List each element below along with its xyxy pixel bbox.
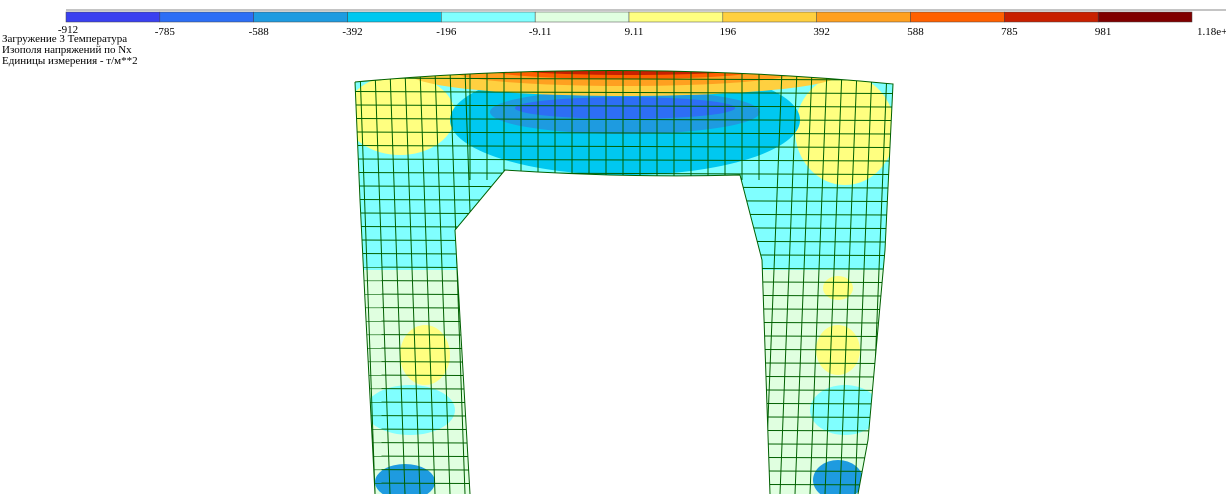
legend-label: 981 — [1095, 26, 1112, 38]
field-zone — [365, 385, 455, 435]
legend-label: -588 — [249, 26, 270, 38]
legend-swatch — [723, 12, 817, 22]
legend-swatch — [160, 12, 254, 22]
legend-label: -392 — [342, 26, 362, 38]
legend-label: 785 — [1001, 26, 1018, 38]
legend-label: 588 — [907, 26, 924, 38]
legend-label: 196 — [720, 26, 737, 38]
screen: -912-785-588-392-196-9.119.1119639258878… — [0, 0, 1226, 494]
legend-label: -9.11 — [529, 26, 552, 38]
field-zone — [560, 63, 700, 71]
legend-swatch — [911, 12, 1005, 22]
legend-swatch — [1098, 12, 1192, 22]
field-zone — [490, 61, 760, 79]
legend-swatch — [817, 12, 911, 22]
legend-label: 392 — [813, 26, 830, 38]
legend-label: 9.11 — [625, 26, 644, 38]
legend-swatch — [629, 12, 723, 22]
field-zone — [400, 325, 450, 385]
legend-swatch — [1004, 12, 1098, 22]
legend-swatch — [66, 12, 160, 22]
legend-swatch — [348, 12, 442, 22]
legend-label: 1.18e+003 — [1197, 26, 1226, 38]
field-zone — [515, 63, 745, 75]
legend-swatch — [254, 12, 348, 22]
legend-swatch — [441, 12, 535, 22]
legend-label: -785 — [155, 26, 176, 38]
legend-label: -196 — [436, 26, 457, 38]
stress-field — [340, 50, 910, 494]
legend-swatch — [535, 12, 629, 22]
field-zone — [515, 97, 735, 119]
header-line: Единицы измерения - т/м**2 — [2, 55, 138, 67]
